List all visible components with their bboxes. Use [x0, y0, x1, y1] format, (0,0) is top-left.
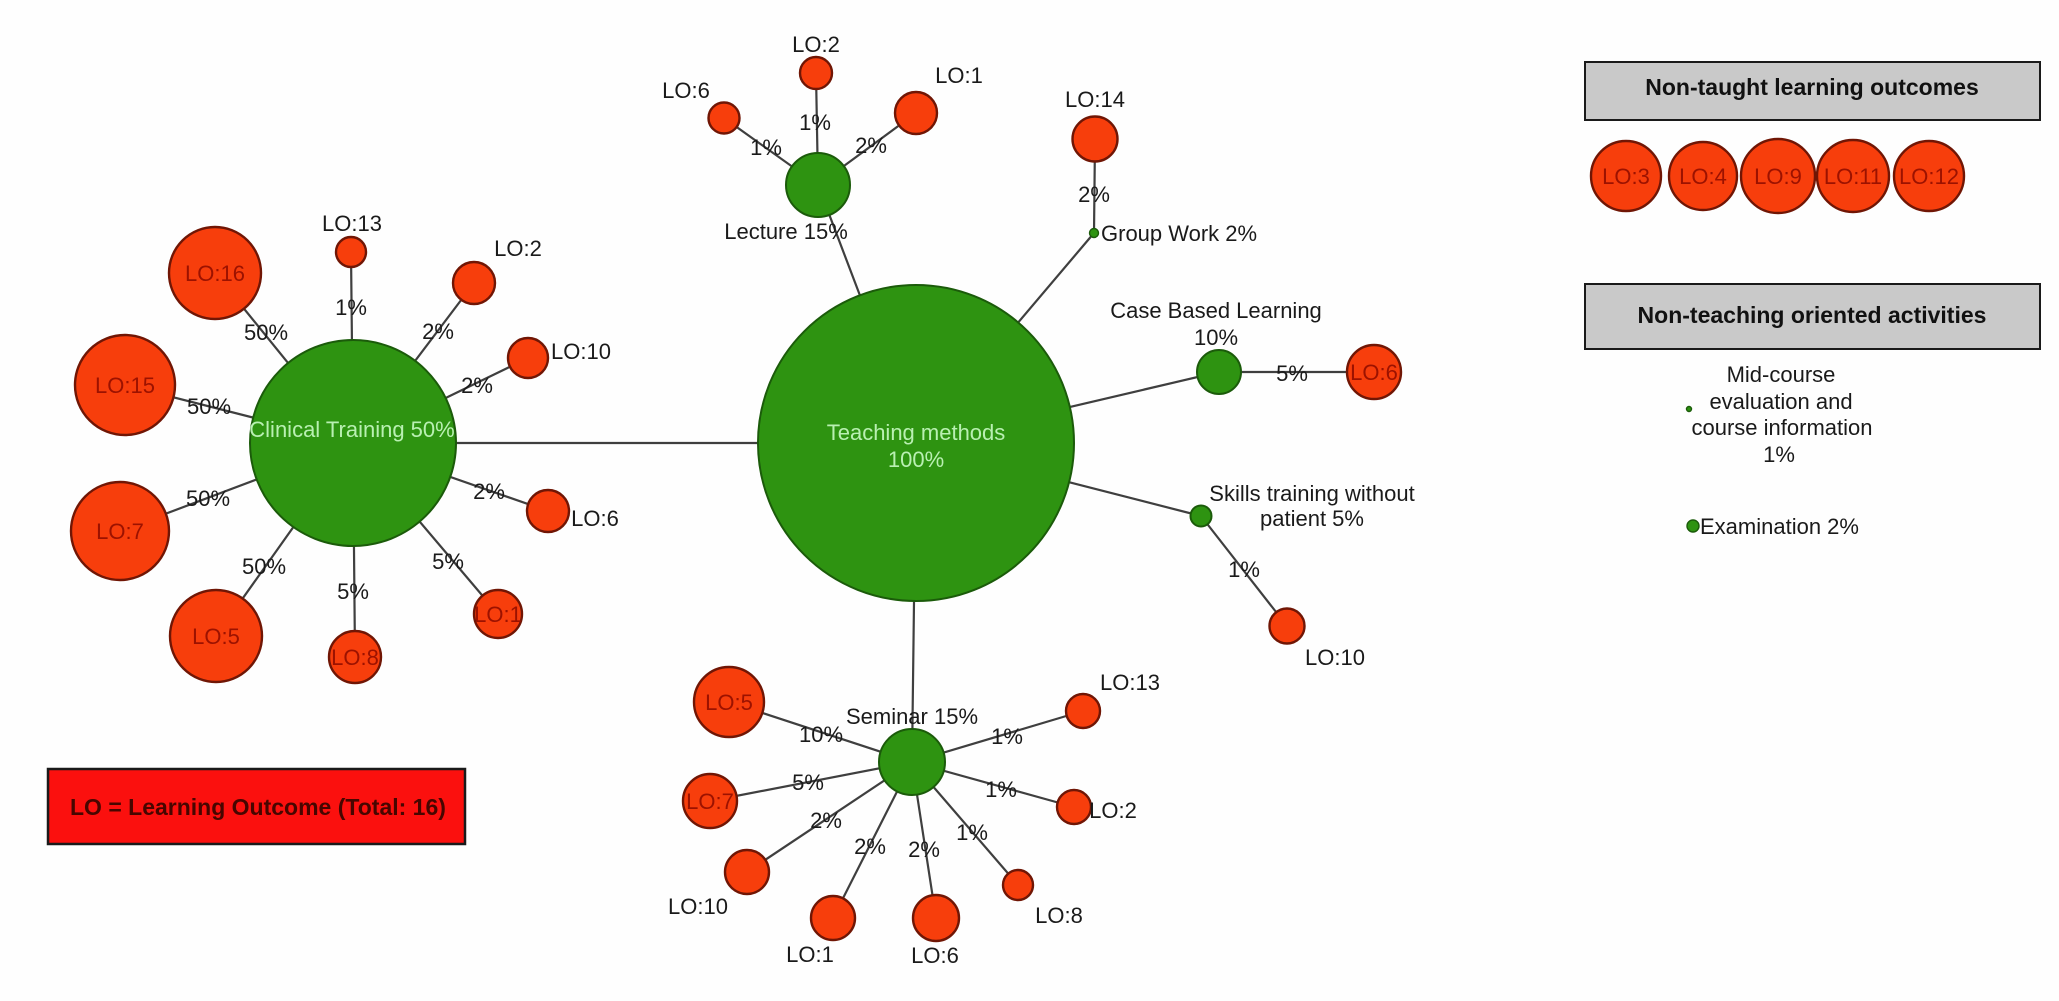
svg-text:2%: 2%: [461, 373, 493, 398]
svg-text:Non-taught learning outcomes: Non-taught learning outcomes: [1645, 74, 1979, 100]
svg-text:LO:10: LO:10: [551, 339, 611, 364]
svg-text:LO:1: LO:1: [935, 63, 983, 88]
svg-text:LO:7: LO:7: [96, 519, 144, 544]
svg-text:LO:14: LO:14: [1065, 87, 1125, 112]
svg-text:5%: 5%: [792, 770, 824, 795]
svg-text:50%: 50%: [187, 394, 231, 419]
svg-text:2%: 2%: [422, 319, 454, 344]
svg-text:2%: 2%: [810, 808, 842, 833]
svg-text:Teaching methods: Teaching methods: [827, 420, 1006, 445]
svg-text:LO:1: LO:1: [786, 942, 834, 967]
svg-text:1%: 1%: [335, 295, 367, 320]
svg-text:course information: course information: [1692, 415, 1873, 440]
svg-text:50%: 50%: [244, 320, 288, 345]
svg-text:LO:15: LO:15: [95, 373, 155, 398]
svg-text:patient 5%: patient 5%: [1260, 506, 1364, 531]
svg-text:50%: 50%: [242, 554, 286, 579]
svg-text:1%: 1%: [991, 724, 1023, 749]
svg-text:100%: 100%: [888, 447, 944, 472]
svg-text:LO:2: LO:2: [1089, 798, 1137, 823]
svg-text:LO:2: LO:2: [494, 236, 542, 261]
svg-text:1%: 1%: [799, 110, 831, 135]
svg-text:1%: 1%: [1763, 442, 1795, 467]
svg-text:Examination 2%: Examination 2%: [1700, 514, 1859, 539]
svg-text:50%: 50%: [186, 486, 230, 511]
svg-text:2%: 2%: [854, 834, 886, 859]
svg-text:LO:8: LO:8: [1035, 903, 1083, 928]
svg-text:evaluation and: evaluation and: [1709, 389, 1852, 414]
svg-text:LO:4: LO:4: [1679, 164, 1727, 189]
svg-text:Skills training without: Skills training without: [1209, 481, 1414, 506]
svg-text:Non-teaching oriented activiti: Non-teaching oriented activities: [1638, 302, 1987, 328]
svg-text:LO:5: LO:5: [705, 690, 753, 715]
svg-text:LO:6: LO:6: [662, 78, 710, 103]
svg-text:LO:10: LO:10: [668, 894, 728, 919]
svg-text:LO:16: LO:16: [185, 261, 245, 286]
svg-text:5%: 5%: [432, 549, 464, 574]
svg-text:Lecture 15%: Lecture 15%: [724, 219, 848, 244]
svg-text:LO:8: LO:8: [331, 645, 379, 670]
svg-text:LO:13: LO:13: [1100, 670, 1160, 695]
svg-text:5%: 5%: [1276, 361, 1308, 386]
svg-text:LO:3: LO:3: [1602, 164, 1650, 189]
svg-text:Group Work 2%: Group Work 2%: [1101, 221, 1257, 246]
svg-text:Clinical Training 50%: Clinical Training 50%: [249, 417, 454, 442]
svg-text:LO:9: LO:9: [1754, 164, 1802, 189]
svg-text:10%: 10%: [799, 722, 843, 747]
svg-text:Mid-course: Mid-course: [1727, 362, 1836, 387]
svg-text:LO:6: LO:6: [571, 506, 619, 531]
svg-text:2%: 2%: [908, 837, 940, 862]
svg-text:5%: 5%: [337, 579, 369, 604]
svg-text:10%: 10%: [1194, 325, 1238, 350]
svg-text:1%: 1%: [956, 820, 988, 845]
svg-text:Case Based Learning: Case Based Learning: [1110, 298, 1322, 323]
svg-text:2%: 2%: [1078, 182, 1110, 207]
svg-text:Seminar 15%: Seminar 15%: [846, 704, 978, 729]
svg-text:LO:12: LO:12: [1899, 164, 1959, 189]
svg-text:LO:13: LO:13: [322, 211, 382, 236]
svg-text:1%: 1%: [1228, 557, 1260, 582]
svg-text:LO:11: LO:11: [1824, 164, 1882, 189]
svg-text:2%: 2%: [855, 133, 887, 158]
svg-text:LO:2: LO:2: [792, 32, 840, 57]
svg-text:2%: 2%: [473, 479, 505, 504]
svg-text:LO:6: LO:6: [911, 943, 959, 968]
svg-text:LO = Learning Outcome (Total:: LO = Learning Outcome (Total: 16): [70, 794, 446, 820]
svg-text:LO:7: LO:7: [686, 789, 734, 814]
svg-text:LO:10: LO:10: [1305, 645, 1365, 670]
svg-text:LO:6: LO:6: [1350, 360, 1398, 385]
svg-text:LO:1: LO:1: [474, 602, 522, 627]
svg-text:1%: 1%: [985, 777, 1017, 802]
svg-text:1%: 1%: [750, 135, 782, 160]
svg-text:LO:5: LO:5: [192, 624, 240, 649]
